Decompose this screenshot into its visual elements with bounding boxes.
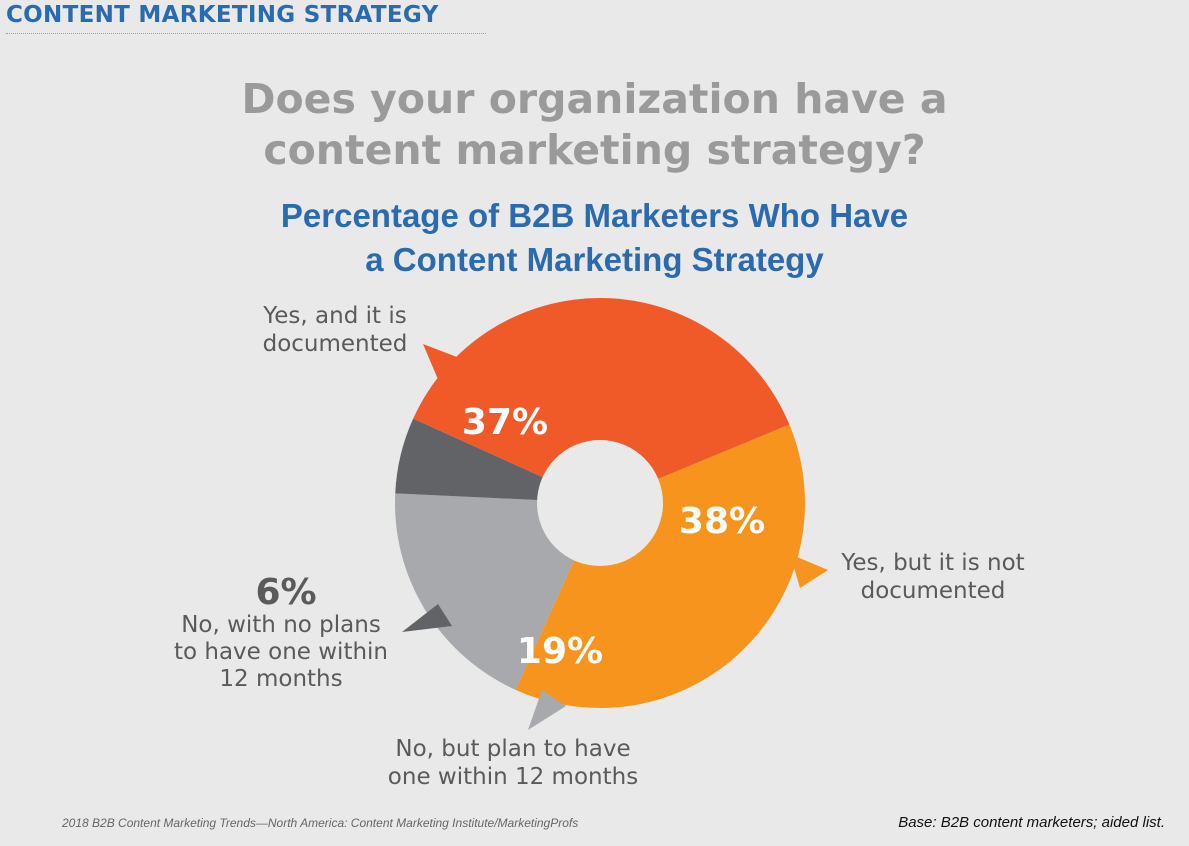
slice-no-plans-category-label-line-2: to have one within [174,639,388,665]
slice-plan-to-have-callout-pointer [528,690,566,730]
slice-not-documented-category-label-line-1: Yes, but it is not [840,550,1024,576]
slice-plan-to-have [395,493,600,690]
base-note: Base: B2B content marketers; aided list. [898,814,1165,831]
slice-documented-callout-pointer [423,344,470,384]
slices-group [395,297,806,709]
question-line-2: content marketing strategy? [263,126,926,174]
slice-documented-category-label-line-1: Yes, and it is [262,303,406,329]
slice-no-plans-category-label-line-3: 12 months [219,666,342,692]
slice-plan-to-have-value-label: 19% [517,631,603,672]
slice-plan-to-have-category-label-line-2: one within 12 months [388,764,638,790]
chart-title: Percentage of B2B Marketers Who Have a C… [0,194,1189,282]
callouts-group [402,344,828,730]
question-title: Does your organization have a content ma… [0,74,1189,176]
slice-not-documented-callout-pointer [790,554,828,588]
slice-not-documented-category-label-line-2: documented [861,578,1006,604]
slice-documented-category-label-line-2: documented [263,331,408,357]
section-header: CONTENT MARKETING STRATEGY [6,2,439,28]
labels-group: 37%38%19%6%Yes, and it isdocumentedYes, … [174,303,1025,790]
slice-no-plans-value-label: 6% [255,572,316,613]
source-note: 2018 B2B Content Marketing Trends—North … [62,816,579,830]
donut-hole [537,440,663,566]
slice-plan-to-have-category-label-line-1: No, but plan to have [395,736,630,762]
slice-not-documented [515,424,806,709]
slice-no-plans-callout-pointer [402,604,452,632]
slice-documented [413,297,790,503]
slice-no-plans-category-label-line-1: No, with no plans [181,612,381,638]
chart-title-line-1: Percentage of B2B Marketers Who Have [280,197,909,234]
slice-not-documented-value-label: 38% [679,501,765,542]
slice-documented-value-label: 37% [462,402,548,443]
header-divider [6,33,486,34]
chart-title-line-2: a Content Marketing Strategy [365,241,824,278]
question-line-1: Does your organization have a [241,75,948,123]
